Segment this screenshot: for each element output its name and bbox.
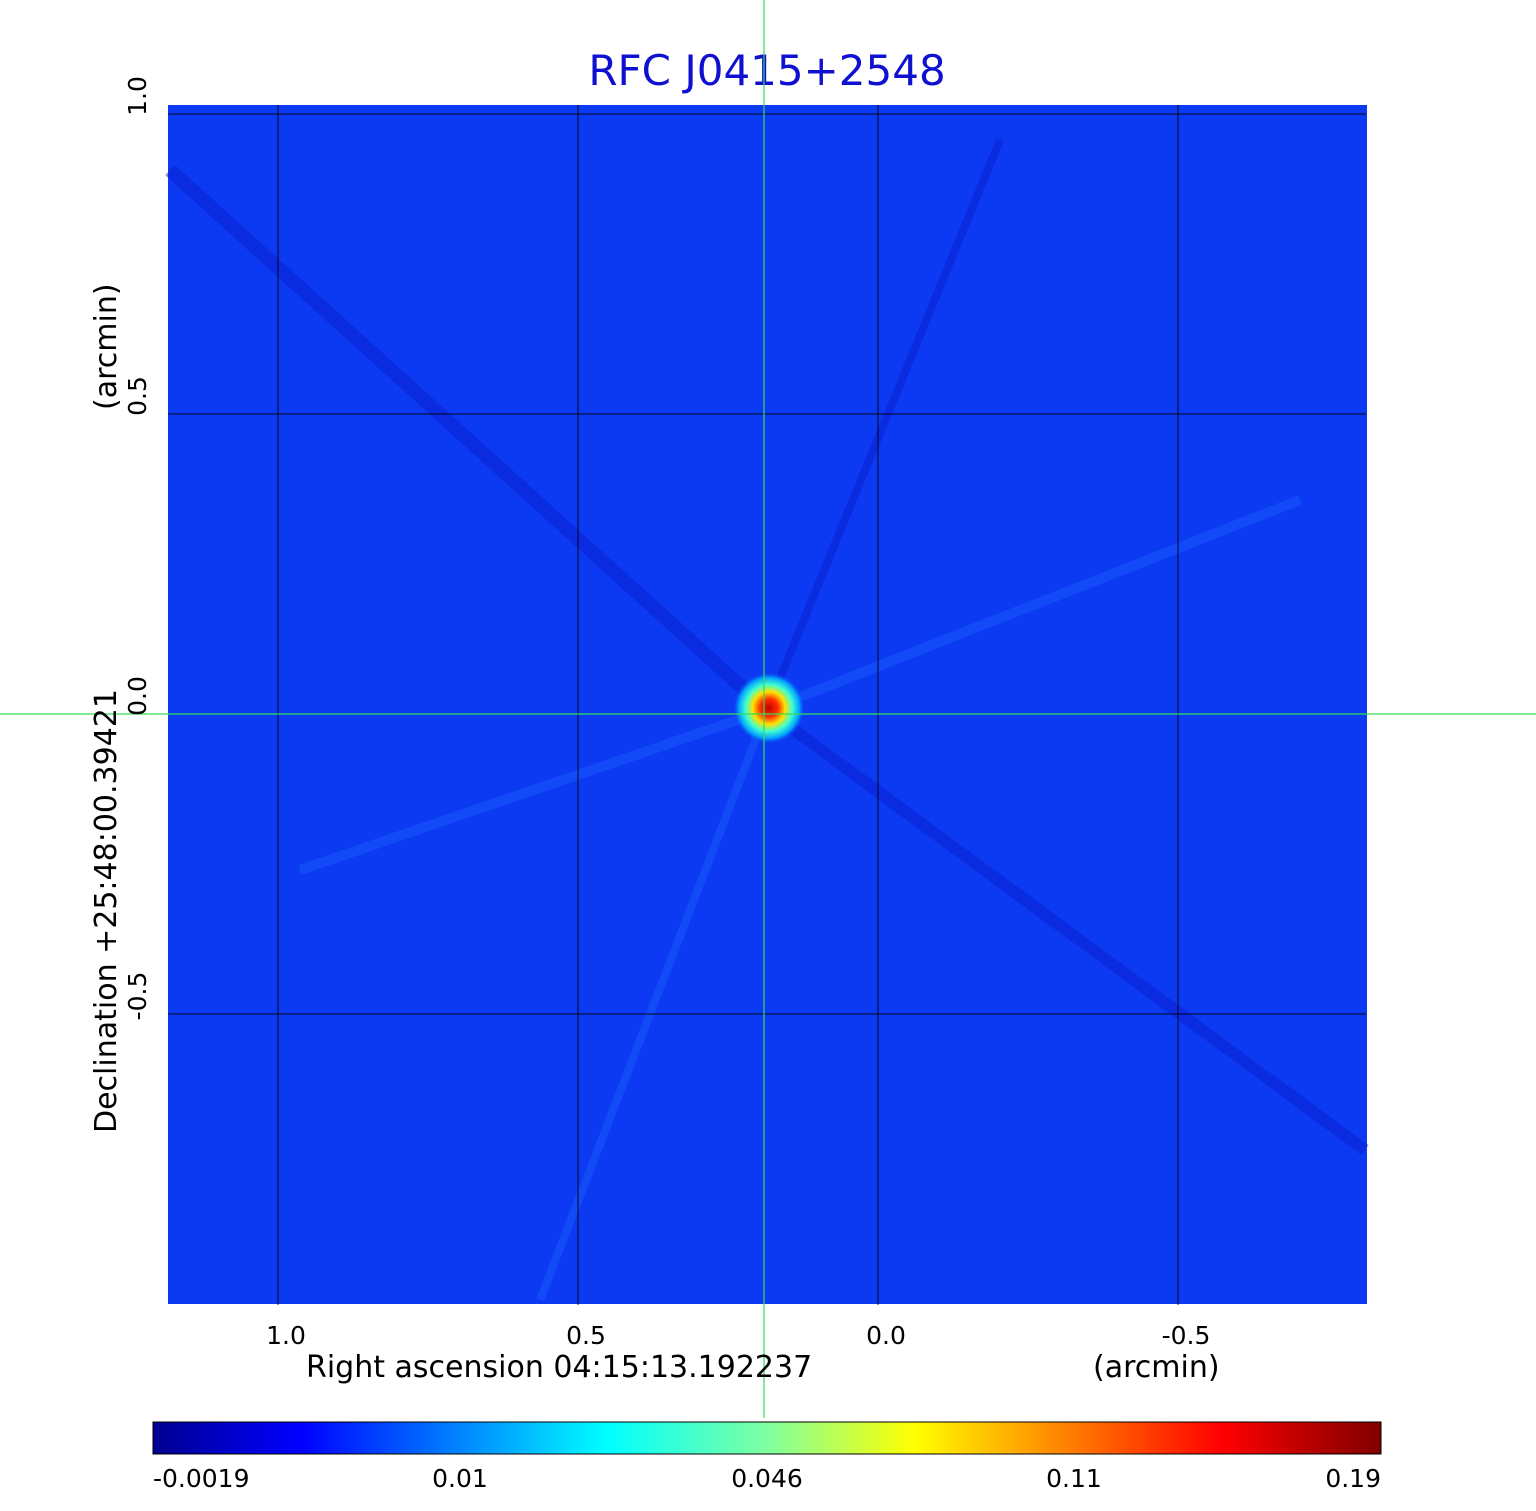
colorbar	[152, 1421, 1382, 1455]
y-axis-unit: (arcmin)	[89, 283, 124, 410]
colorbar-tick-label: 0.11	[1046, 1464, 1102, 1493]
y-tick-label: -0.5	[123, 972, 152, 1021]
crosshair	[0, 0, 1536, 1418]
chart-title: RFC J0415+2548	[588, 46, 945, 95]
y-tick-labels: 1.0 0.5 0.0 -0.5	[123, 76, 152, 1020]
x-axis-label: Right ascension 04:15:13.192237	[306, 1350, 812, 1385]
colorbar-tick-label: 0.01	[432, 1464, 488, 1493]
x-axis-unit: (arcmin)	[1093, 1350, 1220, 1385]
y-axis-label: Declination +25:48:00.39421	[89, 689, 124, 1133]
colorbar-tick-label: -0.0019	[153, 1464, 250, 1493]
sidelobe-streaks	[165, 138, 1369, 1302]
colorbar-tick-labels: -0.0019 0.01 0.046 0.11 0.19	[153, 1464, 1381, 1493]
colorbar-tick-label: 0.19	[1325, 1464, 1381, 1493]
x-tick-label: 0.5	[566, 1321, 606, 1350]
x-tick-labels: 1.0 0.5 0.0 -0.5	[266, 1321, 1210, 1350]
y-tick-label: 0.0	[123, 676, 152, 716]
x-tick-label: 0.0	[866, 1321, 906, 1350]
y-tick-label: 1.0	[123, 76, 152, 116]
colorbar-tick-label: 0.046	[731, 1464, 803, 1493]
x-tick-label: -0.5	[1162, 1321, 1211, 1350]
x-tick-label: 1.0	[266, 1321, 306, 1350]
y-tick-label: 0.5	[123, 376, 152, 416]
source-peak	[733, 672, 805, 744]
